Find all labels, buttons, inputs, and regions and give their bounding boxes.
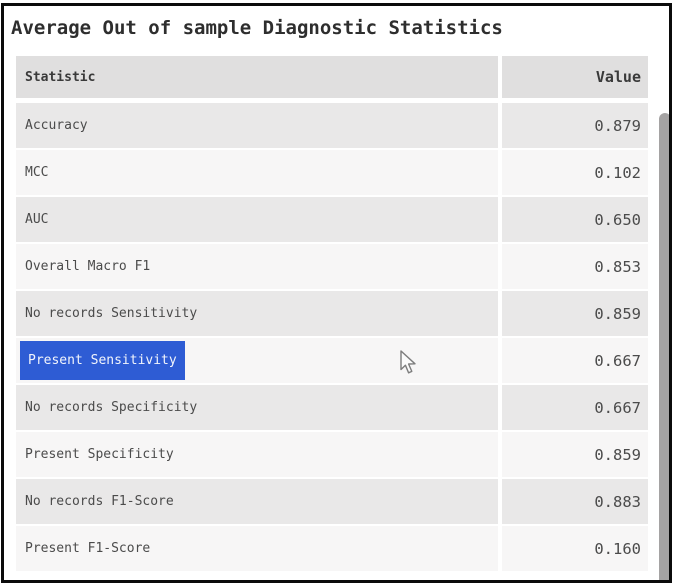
statistic-label: MCC	[25, 165, 49, 180]
table-row[interactable]: No records Sensitivity 0.859	[16, 291, 648, 336]
value-cell: 0.667	[502, 385, 648, 430]
table-row[interactable]: AUC 0.650	[16, 197, 648, 242]
statistic-cell[interactable]: Present F1-Score	[16, 526, 498, 571]
statistic-cell[interactable]: Overall Macro F1	[16, 244, 498, 289]
value-cell: 0.650	[502, 197, 648, 242]
diagnostics-table: Statistic Value Accuracy 0.879 MCC 0.102…	[16, 56, 648, 573]
statistic-cell[interactable]: Accuracy	[16, 103, 498, 148]
statistic-label: No records Sensitivity	[25, 306, 198, 321]
table-visual-frame: Average Out of sample Diagnostic Statist…	[1, 3, 672, 583]
table-row[interactable]: Present Specificity 0.859	[16, 432, 648, 477]
value-cell: 0.879	[502, 103, 648, 148]
statistic-cell[interactable]: Present Sensitivity	[16, 338, 498, 383]
value-cell: 0.859	[502, 291, 648, 336]
statistic-cell[interactable]: AUC	[16, 197, 498, 242]
value-cell: 0.859	[502, 432, 648, 477]
value-cell: 0.102	[502, 150, 648, 195]
statistic-cell[interactable]: No records F1-Score	[16, 479, 498, 524]
vertical-scrollbar-thumb[interactable]	[659, 113, 669, 580]
statistic-cell[interactable]: No records Sensitivity	[16, 291, 498, 336]
page-title: Average Out of sample Diagnostic Statist…	[11, 17, 503, 39]
value-cell: 0.853	[502, 244, 648, 289]
table-row[interactable]: Present Sensitivity 0.667	[16, 338, 648, 383]
statistic-label: Present Specificity	[25, 447, 174, 462]
value-cell: 0.667	[502, 338, 648, 383]
statistic-cell[interactable]: Present Specificity	[16, 432, 498, 477]
statistic-label: Overall Macro F1	[25, 259, 151, 274]
column-header-value[interactable]: Value	[502, 56, 648, 98]
table-header-row: Statistic Value	[16, 56, 648, 98]
statistic-label: Present F1-Score	[25, 541, 151, 556]
table-rows: Accuracy 0.879 MCC 0.102 AUC 0.650 Overa…	[16, 103, 648, 571]
value-cell: 0.160	[502, 526, 648, 571]
statistic-cell[interactable]: MCC	[16, 150, 498, 195]
statistic-label: No records F1-Score	[25, 494, 174, 509]
table-row[interactable]: No records F1-Score 0.883	[16, 479, 648, 524]
table-row[interactable]: Accuracy 0.879	[16, 103, 648, 148]
table-row[interactable]: Present F1-Score 0.160	[16, 526, 648, 571]
table-row[interactable]: No records Specificity 0.667	[16, 385, 648, 430]
table-row[interactable]: Overall Macro F1 0.853	[16, 244, 648, 289]
statistic-label: Accuracy	[25, 118, 88, 133]
table-row[interactable]: MCC 0.102	[16, 150, 648, 195]
statistic-cell[interactable]: No records Specificity	[16, 385, 498, 430]
statistic-label: AUC	[25, 212, 49, 227]
statistic-label: No records Specificity	[25, 400, 198, 415]
column-header-statistic[interactable]: Statistic	[16, 56, 498, 98]
statistic-label-selected: Present Sensitivity	[20, 341, 185, 380]
value-cell: 0.883	[502, 479, 648, 524]
